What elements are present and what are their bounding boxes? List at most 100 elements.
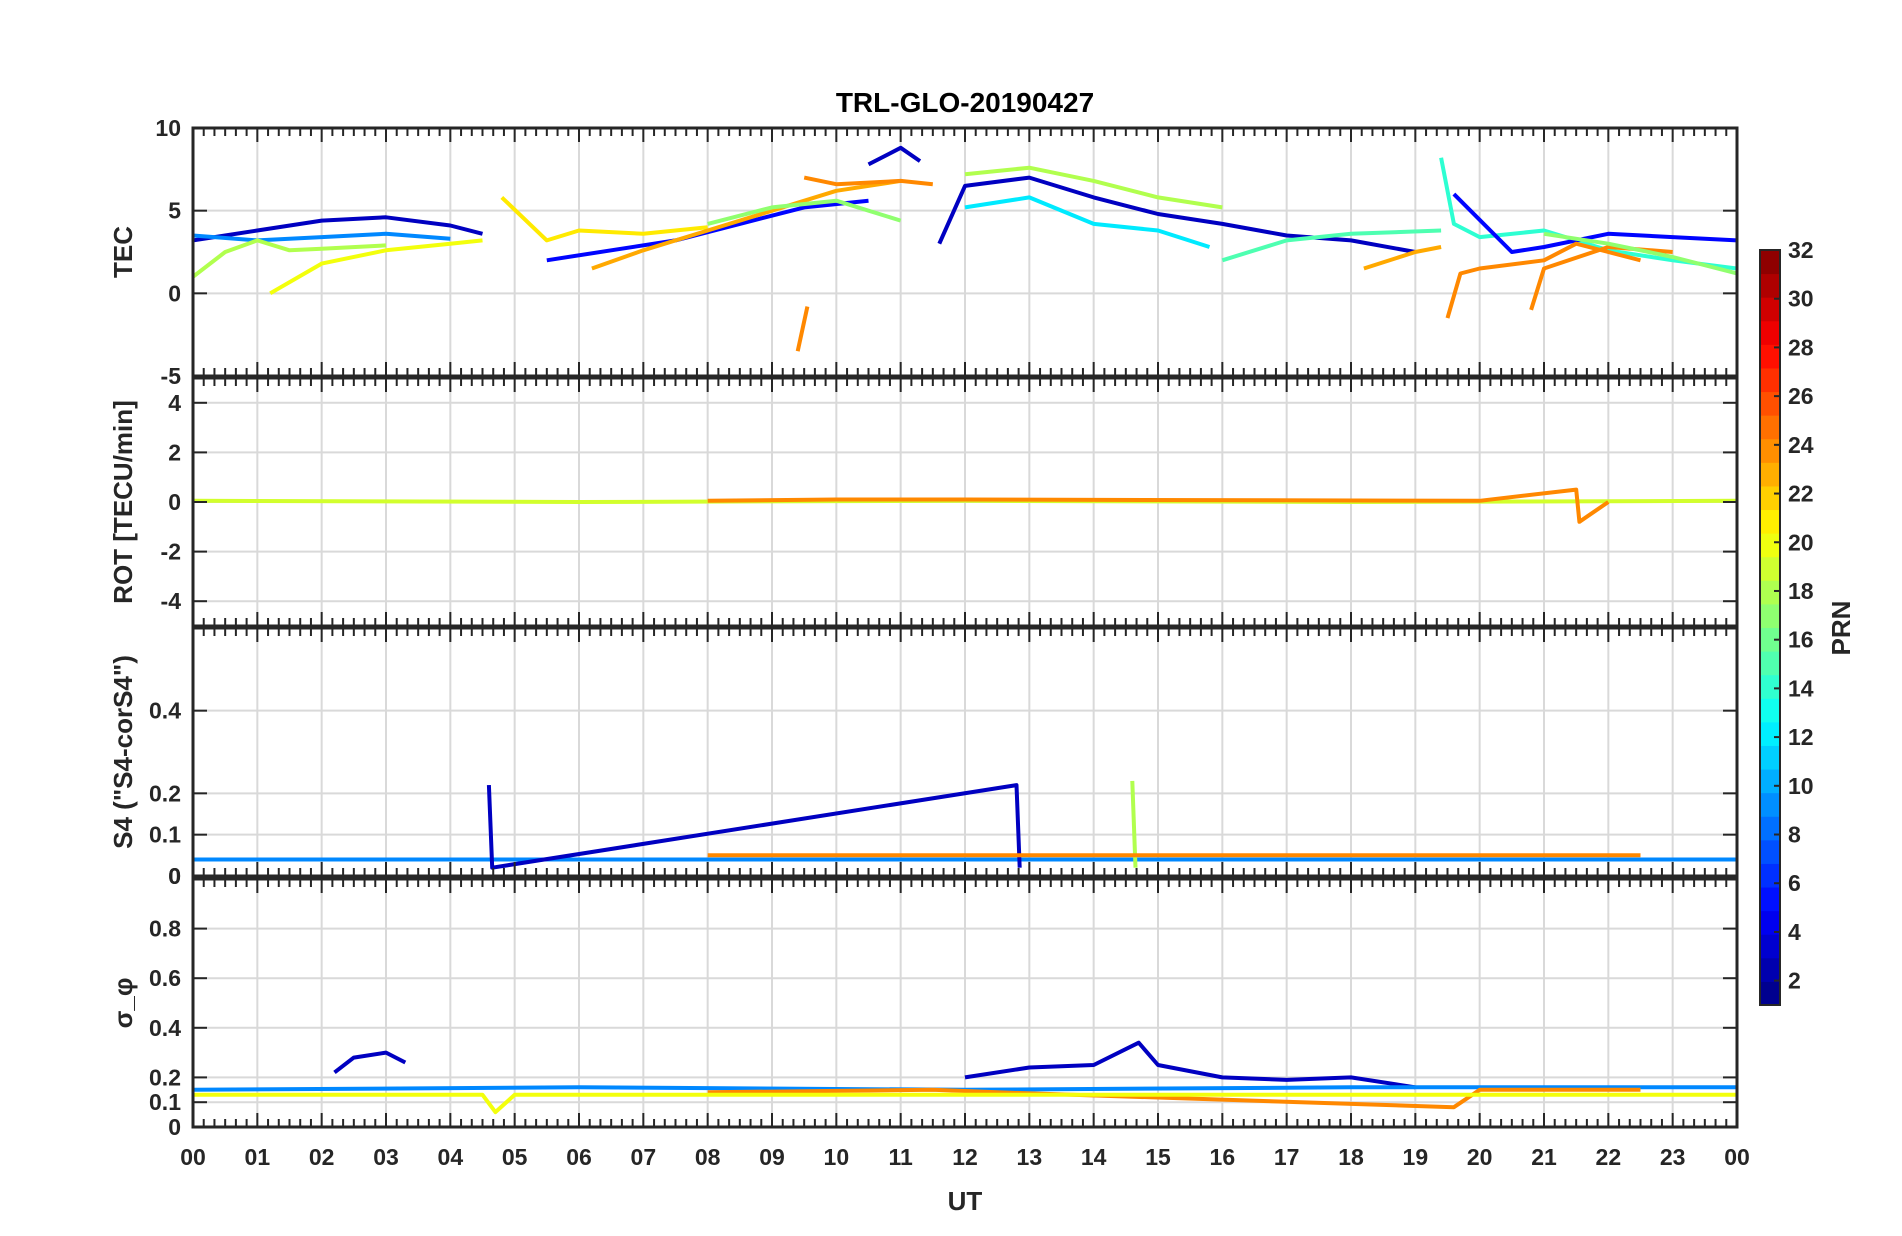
colorbar-tick-label: 26: [1788, 383, 1814, 409]
colorbar-tick-label: 32: [1788, 237, 1814, 263]
y-tick-label: 0: [168, 1114, 181, 1140]
colorbar-tick-label: 12: [1788, 724, 1814, 750]
y-tick-label: 0.2: [149, 1064, 181, 1090]
x-tick-label: 20: [1467, 1144, 1493, 1170]
y-tick-label: 0.4: [149, 698, 181, 724]
y-tick-label: 0.6: [149, 965, 181, 991]
series-prn-9: [193, 231, 451, 243]
series-prn-24: [1445, 241, 1641, 319]
series-prn-21: [500, 195, 708, 243]
colorbar-tick-label: 24: [1788, 432, 1814, 458]
x-tick-label: 01: [245, 1144, 271, 1170]
x-tick-label: 06: [566, 1144, 592, 1170]
x-tick-label: 15: [1145, 1144, 1171, 1170]
colorbar-tick-label: 20: [1788, 529, 1814, 555]
colorbar-tick-label: 6: [1788, 870, 1801, 896]
chart-title: TRL-GLO-20190427: [836, 87, 1094, 118]
y-axis-label: S4 ("S4-corS4"): [108, 655, 138, 849]
series-prn-24: [795, 306, 810, 352]
x-axis-label: UT: [948, 1186, 983, 1216]
series-prn-24: [707, 1087, 1641, 1110]
series-prn-20: [269, 238, 483, 296]
y-axis-label: TEC: [108, 226, 138, 278]
y-tick-label: 0: [168, 863, 181, 889]
series-prn-12: [964, 195, 1211, 249]
y-axis-label: σ_φ: [108, 978, 138, 1029]
series-prn-3: [333, 1050, 407, 1074]
x-tick-label: 18: [1338, 1144, 1364, 1170]
y-tick-label: 0.8: [149, 916, 181, 942]
panel-sigma-phi: 00.10.2 0.4 0.6 0.8 σ_φ: [108, 877, 1739, 1140]
x-tick-label: 22: [1596, 1144, 1622, 1170]
series-prn-18: [1130, 780, 1138, 868]
colorbar-tick-label: 10: [1788, 773, 1814, 799]
y-tick-label: 0: [168, 489, 181, 515]
x-tick-label: 23: [1660, 1144, 1686, 1170]
x-tick-label: 09: [759, 1144, 785, 1170]
x-tick-label: 12: [952, 1144, 978, 1170]
y-tick-label: 2: [168, 439, 181, 465]
series-prn-18: [964, 165, 1223, 210]
x-tick-label: 04: [438, 1144, 464, 1170]
y-tick-label: 10: [155, 115, 181, 141]
x-axis: 00 01 02 03 04 05 06 07 08 09 10 11 12 13 14 15 16 17 18 19…: [180, 1144, 1750, 1170]
y-tick-label: 0.2: [149, 780, 181, 806]
x-tick-label: 08: [695, 1144, 721, 1170]
colorbar-tick-label: 14: [1788, 675, 1814, 701]
x-tick-label: 17: [1274, 1144, 1300, 1170]
series-prn-15: [1221, 228, 1442, 263]
colorbar-tick-label: 18: [1788, 578, 1814, 604]
y-tick-label: 0.4: [149, 1015, 181, 1041]
colorbar-tick-label: 28: [1788, 334, 1814, 360]
series-prn-18: [193, 238, 387, 279]
x-tick-label: 21: [1531, 1144, 1557, 1170]
y-tick-label: -2: [161, 539, 181, 565]
series-prn-3: [937, 175, 1416, 254]
colorbar-label: PRN: [1826, 601, 1856, 656]
y-axis-label: ROT [TECU/min]: [108, 400, 138, 604]
colorbar-tick-label: 8: [1788, 822, 1801, 848]
colorbar-tick-label: 4: [1788, 919, 1801, 945]
y-tick-label: 0.1: [149, 1089, 181, 1115]
series-prn-17: [707, 198, 902, 226]
panel-s4: 000.10.20.4S4 ("S4-corS4"): [108, 626, 1739, 889]
x-tick-label: 19: [1403, 1144, 1429, 1170]
panel-tec: -5 0 5 10 TEC: [108, 115, 1739, 389]
y-tick-label: -5: [161, 363, 182, 389]
series-prn-3: [867, 145, 922, 167]
grid: [192, 628, 1738, 877]
x-tick-label: 00: [1724, 1144, 1750, 1170]
x-tick-label: 03: [373, 1144, 399, 1170]
colorbar-tick-label: 2: [1788, 968, 1801, 994]
series-prn-3: [486, 783, 1022, 870]
series-prn-24: [803, 175, 934, 187]
series-prn-3: [964, 1040, 1416, 1090]
x-tick-label: 16: [1210, 1144, 1236, 1170]
x-tick-label: 02: [309, 1144, 335, 1170]
colorbar-tick-label: 16: [1788, 627, 1814, 653]
y-tick-label: 5: [168, 198, 181, 224]
series-prn-23: [1363, 245, 1442, 271]
x-tick-label: 13: [1017, 1144, 1043, 1170]
y-tick-label: 0: [168, 863, 181, 889]
series-prn-20: [193, 1092, 1737, 1115]
y-tick-label: -4: [161, 588, 182, 614]
grid: [192, 127, 1738, 377]
series-prn-23: [591, 178, 902, 271]
x-tick-label: 07: [631, 1144, 657, 1170]
x-tick-label: 10: [824, 1144, 850, 1170]
y-tick-label: 0: [168, 280, 181, 306]
x-tick-label: 05: [502, 1144, 528, 1170]
x-tick-label: 14: [1081, 1144, 1107, 1170]
panel-rot: -4 -2 0 2 4 ROT [TECU/min]: [108, 376, 1739, 628]
x-tick-label: 11: [889, 1144, 914, 1170]
series-prn-3: [193, 215, 483, 243]
y-tick-label: 0.1: [149, 822, 181, 848]
colorbar-tick-label: 30: [1788, 286, 1814, 312]
x-tick-label: 00: [180, 1144, 206, 1170]
series-prn-17: [1543, 231, 1737, 276]
colorbar-tick-label: 22: [1788, 481, 1814, 507]
series-prn-14: [1439, 157, 1737, 271]
series-prn-24: [707, 487, 1610, 524]
